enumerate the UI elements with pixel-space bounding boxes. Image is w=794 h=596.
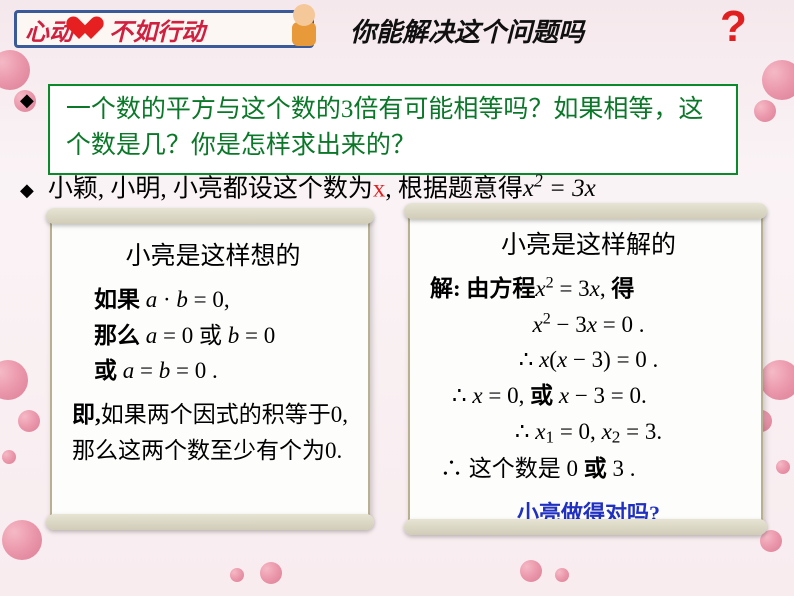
motto-box: 心动 不如行动 [14, 10, 314, 48]
variable-x: x [373, 175, 386, 202]
text: 得 [611, 276, 634, 301]
solution-footer: 小亮做得对吗? [430, 496, 747, 528]
bullet-icon: ◆ [20, 180, 34, 201]
reason-line-2: 那么 a = 0 或 b = 0 [72, 318, 354, 354]
bullet-icon: ◆ [20, 90, 34, 175]
sol-line-2: x2 − 3x = 0 . [430, 307, 747, 343]
setup-prefix: 小颖, 小明, 小亮都设这个数为 [48, 175, 373, 202]
sol-line-3: ∴ x(x − 3) = 0 . [430, 342, 747, 378]
label: 解 [430, 276, 453, 301]
question-mark-icon: ? [720, 2, 747, 52]
sol-line-1: 解: 由方程x2 = 3x, 得 [430, 271, 747, 307]
text: 或 [584, 456, 607, 481]
reason-line-4: 即,如果两个因式的积等于0, [72, 397, 354, 433]
sol-line-5: ∴ x1 = 0, x2 = 3. [430, 414, 747, 451]
solution-title: 小亮是这样解的 [430, 225, 747, 261]
reason-line-5: 那么这两个数至少有个为0. [72, 433, 354, 469]
text: : 由方程 [453, 276, 535, 301]
setup-equation: x2 = 3x [523, 175, 596, 202]
text: ∴ 这个数是 0 [440, 456, 578, 481]
doll-icon [280, 2, 328, 50]
sol-line-4: ∴ x = 0, 或 x − 3 = 0. [430, 378, 747, 414]
reason-line-3: 或 a = b = 0 . [72, 353, 354, 389]
setup-text: 小颖, 小明, 小亮都设这个数为x, 根据题意得x2 = 3x [48, 170, 596, 206]
problem-statement: 一个数的平方与这个数的3倍有可能相等吗？如果相等，这个数是几？你是怎样求出来的？ [48, 84, 738, 175]
motto-left: 心动 [25, 12, 73, 47]
slide-title: 你能解决这个问题吗 [350, 12, 584, 49]
label: 即, [72, 402, 101, 427]
reason-line-1: 如果 a · b = 0, [72, 282, 354, 318]
text: 或 [530, 383, 553, 408]
text: 如果两个因式的积等于0, [101, 402, 348, 427]
motto-right: 不如行动 [109, 12, 205, 47]
reasoning-scroll: 小亮是这样想的 如果 a · b = 0, 那么 a = 0 或 b = 0 或… [50, 215, 370, 523]
label: 那么 [94, 323, 140, 348]
setup-mid: , 根据题意得 [385, 175, 523, 202]
solution-scroll: 小亮是这样解的 解: 由方程x2 = 3x, 得 x2 − 3x = 0 . ∴… [408, 210, 763, 528]
label: 如果 [94, 287, 140, 312]
text: 3 . [613, 456, 636, 481]
heart-icon [77, 17, 105, 41]
header: 心动 不如行动 你能解决这个问题吗 ? [0, 0, 794, 50]
problem-bullet-1: ◆ 一个数的平方与这个数的3倍有可能相等吗？如果相等，这个数是几？你是怎样求出来… [20, 84, 738, 175]
sol-line-6: ∴ 这个数是 0 或 3 . [430, 451, 747, 487]
problem-bullet-2: ◆ 小颖, 小明, 小亮都设这个数为x, 根据题意得x2 = 3x [20, 170, 596, 206]
reasoning-title: 小亮是这样想的 [72, 236, 354, 272]
label: 或 [94, 358, 117, 383]
